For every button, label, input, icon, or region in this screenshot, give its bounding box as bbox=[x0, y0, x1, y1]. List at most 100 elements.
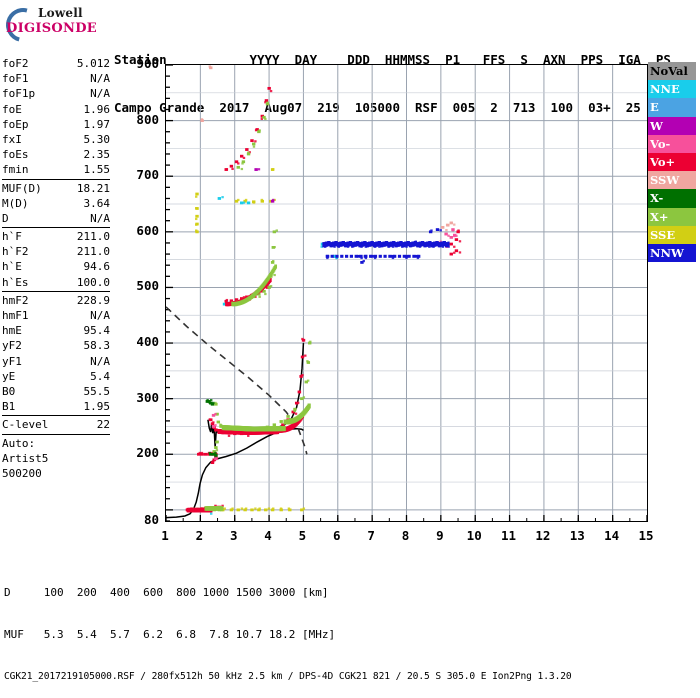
legend-item-x-[interactable]: X+ bbox=[648, 207, 696, 226]
data-point bbox=[382, 241, 385, 247]
data-point bbox=[328, 241, 331, 247]
data-point bbox=[410, 242, 413, 248]
data-point bbox=[287, 507, 291, 510]
data-point bbox=[264, 117, 267, 121]
param-row-fmin: fmin 1.55 bbox=[2, 162, 110, 177]
data-point bbox=[398, 241, 401, 247]
data-point bbox=[380, 242, 383, 248]
data-point bbox=[351, 242, 354, 248]
data-point bbox=[252, 201, 256, 204]
param-row-m-d-: M(D) 3.64 bbox=[2, 196, 110, 211]
param-row-h-f2: h`F2 211.0 bbox=[2, 244, 110, 259]
data-point bbox=[252, 142, 256, 146]
param-row-foes: foEs 2.35 bbox=[2, 147, 110, 162]
data-point bbox=[225, 168, 229, 171]
data-point bbox=[407, 254, 411, 258]
data-point bbox=[458, 240, 462, 243]
data-point bbox=[359, 242, 362, 248]
legend-item-x-[interactable]: X- bbox=[648, 189, 696, 208]
polarization-legend: NoVal NNE E W Vo- Vo+ SSW X- X+ SSE NNW bbox=[648, 62, 696, 263]
legend-item-e[interactable]: E bbox=[648, 98, 696, 117]
data-point bbox=[260, 198, 263, 202]
param-value: 3.64 bbox=[83, 196, 111, 210]
data-point bbox=[214, 402, 218, 406]
legend-item-vo-[interactable]: Vo+ bbox=[648, 152, 696, 172]
station-header: Station YYYY DAY DDD HHMMSS P1 FFS S AXN… bbox=[114, 20, 671, 132]
data-point bbox=[340, 254, 344, 258]
data-point bbox=[272, 423, 277, 427]
legend-item-nne[interactable]: NNE bbox=[648, 80, 696, 99]
data-point bbox=[224, 299, 228, 303]
legend-item-sse[interactable]: SSE bbox=[648, 225, 696, 244]
legend-item-nnw[interactable]: NNW bbox=[648, 243, 696, 263]
data-point bbox=[241, 162, 244, 165]
y-axis-label: 300 bbox=[136, 389, 159, 405]
data-point bbox=[457, 229, 460, 232]
data-point bbox=[273, 246, 276, 249]
data-point bbox=[372, 242, 376, 248]
ionogram-parameter-panel: foF2 5.012 foF1 N/A foF1p N/A foE 1.96 foEp 1.97 f… bbox=[2, 56, 110, 481]
data-point bbox=[389, 241, 392, 247]
x-axis-label: 4 bbox=[264, 528, 272, 543]
param-divider bbox=[2, 290, 110, 292]
param-key: foF2 bbox=[2, 57, 29, 70]
data-point bbox=[418, 245, 422, 248]
data-point bbox=[341, 241, 344, 247]
x-axis-label: 14 bbox=[604, 528, 620, 543]
legend-item-noval[interactable]: NoVal bbox=[648, 62, 696, 81]
data-point bbox=[342, 241, 345, 247]
legend-item-vo-[interactable]: Vo- bbox=[648, 134, 696, 153]
data-point bbox=[200, 118, 204, 121]
data-point bbox=[254, 140, 257, 143]
data-point bbox=[245, 148, 249, 151]
data-point bbox=[269, 285, 273, 288]
data-point bbox=[348, 241, 351, 247]
data-point bbox=[254, 168, 258, 171]
data-point bbox=[423, 242, 426, 248]
x-axis-label: 13 bbox=[569, 528, 585, 543]
data-point bbox=[302, 507, 306, 510]
data-point bbox=[437, 242, 440, 248]
param-divider bbox=[2, 227, 110, 229]
data-point bbox=[369, 241, 372, 247]
param-row-hme: hmE 95.4 bbox=[2, 323, 110, 338]
data-point bbox=[444, 232, 448, 236]
data-point bbox=[282, 426, 286, 432]
param-divider bbox=[2, 433, 110, 435]
data-point bbox=[234, 298, 239, 302]
data-point bbox=[214, 429, 217, 432]
param-value: 18.21 bbox=[76, 181, 110, 195]
data-point bbox=[234, 160, 239, 164]
legend-item-w[interactable]: W bbox=[648, 116, 696, 135]
data-point bbox=[210, 461, 215, 465]
data-point bbox=[424, 242, 427, 248]
legend-item-ssw[interactable]: SSW bbox=[648, 171, 696, 190]
x-axis-label: 8 bbox=[401, 528, 410, 543]
data-point bbox=[260, 290, 263, 293]
data-point bbox=[439, 229, 442, 232]
data-point bbox=[281, 423, 285, 427]
data-point bbox=[221, 504, 224, 507]
data-point bbox=[195, 214, 199, 218]
ionogram-plot[interactable] bbox=[165, 64, 648, 522]
x-axis-label: 2 bbox=[195, 528, 204, 543]
data-point bbox=[422, 241, 425, 247]
data-point bbox=[211, 413, 216, 417]
data-point bbox=[241, 160, 246, 164]
data-point bbox=[456, 230, 460, 234]
data-point bbox=[279, 421, 283, 424]
data-point bbox=[418, 241, 421, 247]
data-point bbox=[297, 390, 301, 393]
data-point bbox=[430, 229, 433, 232]
data-point bbox=[428, 230, 433, 234]
data-point bbox=[366, 242, 370, 248]
data-point bbox=[209, 66, 213, 70]
data-point bbox=[252, 145, 256, 148]
param-row-fof1p: foF1p N/A bbox=[2, 86, 110, 101]
data-point bbox=[346, 245, 350, 248]
y-axis-label: 700 bbox=[136, 167, 159, 183]
data-point bbox=[388, 254, 392, 258]
param-value: N/A bbox=[90, 354, 110, 368]
param-key: h`E bbox=[2, 260, 22, 274]
y-axis-label: 900 bbox=[136, 56, 159, 71]
